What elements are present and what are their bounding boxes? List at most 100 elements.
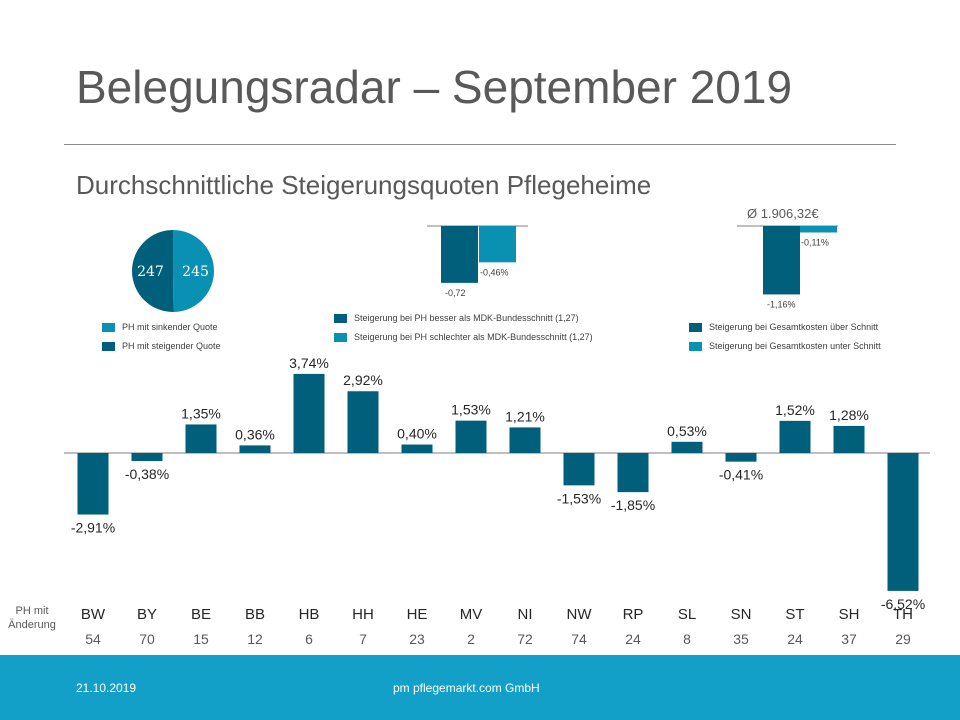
footer-date: 21.10.2019 bbox=[76, 681, 137, 695]
legend-item: PH mit sinkender Quote bbox=[102, 322, 221, 332]
state-category-label: SL bbox=[678, 606, 696, 623]
state-count-label: 6 bbox=[305, 631, 313, 647]
state-category-label: TH bbox=[893, 606, 913, 623]
legend-swatch-dark bbox=[689, 322, 702, 332]
state-bar bbox=[671, 441, 703, 453]
pie-slice-label: 245 bbox=[182, 264, 209, 280]
state-bar bbox=[347, 391, 379, 453]
state-category-label: HB bbox=[299, 606, 320, 623]
pie-slice-label: 247 bbox=[137, 264, 164, 280]
row-label-line1: PH mit bbox=[16, 605, 49, 617]
small-bar bbox=[763, 226, 800, 295]
legend-swatch-light bbox=[689, 341, 702, 351]
state-bar bbox=[779, 420, 811, 453]
state-bar bbox=[293, 373, 325, 453]
legend-item: Steigerung bei PH besser als MDK-Bundess… bbox=[334, 313, 593, 323]
state-bar-value-label: -6,52% bbox=[881, 596, 925, 612]
state-category-label: SN bbox=[731, 606, 752, 623]
state-count-label: 7 bbox=[359, 631, 367, 647]
legend-item: Steigerung bei Gesamtkosten unter Schnit… bbox=[689, 341, 881, 351]
small-bar-label: -0,11% bbox=[801, 237, 829, 247]
state-bar bbox=[401, 444, 433, 453]
legend-item: Steigerung bei Gesamtkosten über Schnitt bbox=[689, 322, 881, 332]
state-bar-value-label: 2,92% bbox=[343, 372, 383, 388]
pie-slice bbox=[173, 230, 214, 312]
state-bar bbox=[239, 445, 271, 453]
state-bar bbox=[725, 453, 757, 462]
state-bar-value-label: 1,52% bbox=[775, 402, 815, 418]
state-count-label: 24 bbox=[787, 631, 803, 647]
small-bar bbox=[800, 226, 837, 233]
state-category-label: BW bbox=[81, 606, 106, 623]
state-bar bbox=[185, 424, 217, 453]
state-category-label: ST bbox=[785, 606, 804, 623]
small-bar-label: -0,72 bbox=[445, 288, 466, 298]
state-count-label: 37 bbox=[841, 631, 857, 647]
state-bar-value-label: -1,85% bbox=[611, 497, 655, 513]
mdk-legend: Steigerung bei PH besser als MDK-Bundess… bbox=[334, 313, 593, 351]
state-category-label: NW bbox=[567, 606, 593, 623]
small-bar-label: -0,46% bbox=[480, 267, 509, 277]
state-bar-value-label: -2,91% bbox=[71, 520, 115, 536]
small-bar-label: -1,16% bbox=[767, 299, 796, 309]
state-category-label: RP bbox=[623, 606, 644, 623]
state-count-label: 70 bbox=[139, 631, 155, 647]
state-bar-value-label: 0,53% bbox=[667, 423, 707, 439]
state-bar bbox=[509, 427, 541, 453]
legend-swatch-light bbox=[334, 332, 347, 342]
state-bar bbox=[131, 453, 163, 462]
legend-label: PH mit sinkender Quote bbox=[122, 322, 218, 332]
state-bar-value-label: 0,40% bbox=[397, 426, 437, 442]
page-subtitle: Durchschnittliche Steigerungsquoten Pfle… bbox=[76, 170, 652, 200]
state-count-label: 23 bbox=[409, 631, 425, 647]
state-bar-value-label: 1,21% bbox=[505, 408, 545, 424]
state-count-label: 29 bbox=[895, 631, 911, 647]
state-bar bbox=[833, 425, 865, 453]
state-bar-value-label: 0,36% bbox=[235, 426, 275, 442]
legend-label: Steigerung bei Gesamtkosten über Schnitt bbox=[709, 322, 879, 332]
state-count-label: 74 bbox=[571, 631, 587, 647]
state-category-label: SH bbox=[839, 606, 860, 623]
state-bar bbox=[563, 453, 595, 486]
state-count-label: 24 bbox=[625, 631, 641, 647]
state-bar-value-label: -0,38% bbox=[125, 466, 169, 482]
state-bar-value-label: -1,53% bbox=[557, 490, 601, 506]
legend-swatch-dark bbox=[102, 341, 115, 351]
legend-swatch-dark bbox=[334, 313, 347, 323]
footer-bar: 21.10.2019 pm pflegemarkt.com GmbH bbox=[0, 655, 960, 720]
footer-company: pm pflegemarkt.com GmbH bbox=[393, 681, 540, 695]
state-category-label: HH bbox=[352, 606, 374, 623]
legend-label: PH mit steigender Quote bbox=[122, 341, 221, 351]
state-bar-value-label: 1,53% bbox=[451, 402, 491, 418]
state-count-label: 35 bbox=[733, 631, 749, 647]
legend-label: Steigerung bei PH besser als MDK-Bundess… bbox=[354, 313, 579, 323]
state-count-label: 72 bbox=[517, 631, 533, 647]
state-count-label: 15 bbox=[193, 631, 209, 647]
state-bar bbox=[617, 453, 649, 493]
pie-slice bbox=[131, 230, 174, 312]
pie-legend: PH mit sinkender Quote PH mit steigender… bbox=[102, 322, 221, 360]
chart-canvas: 247 245-0,72-0,46%-1,16%-0,11%Ø 1.906,32€… bbox=[8, 206, 930, 647]
state-bar-value-label: 3,74% bbox=[289, 355, 329, 371]
state-bar bbox=[887, 453, 919, 591]
small-bar bbox=[479, 226, 516, 263]
small-bar bbox=[441, 226, 478, 283]
legend-item: PH mit steigender Quote bbox=[102, 341, 221, 351]
page-title: Belegungsradar – September 2019 bbox=[76, 61, 793, 113]
state-category-label: BE bbox=[191, 606, 211, 623]
state-bar bbox=[455, 420, 487, 453]
state-bar bbox=[77, 453, 109, 515]
state-bar-value-label: -0,41% bbox=[719, 467, 763, 483]
state-category-label: BB bbox=[245, 606, 265, 623]
state-category-label: MV bbox=[460, 606, 483, 623]
state-count-label: 54 bbox=[85, 631, 101, 647]
state-category-label: HE bbox=[407, 606, 428, 623]
state-count-label: 8 bbox=[683, 631, 691, 647]
state-count-label: 2 bbox=[467, 631, 475, 647]
legend-item: Steigerung bei PH schlechter als MDK-Bun… bbox=[334, 332, 593, 342]
legend-swatch-light bbox=[102, 322, 115, 332]
row-label-line2: Änderung bbox=[8, 619, 56, 631]
legend-label: Steigerung bei PH schlechter als MDK-Bun… bbox=[354, 332, 593, 342]
legend-label: Steigerung bei Gesamtkosten unter Schnit… bbox=[709, 341, 881, 351]
state-category-label: BY bbox=[137, 606, 157, 623]
